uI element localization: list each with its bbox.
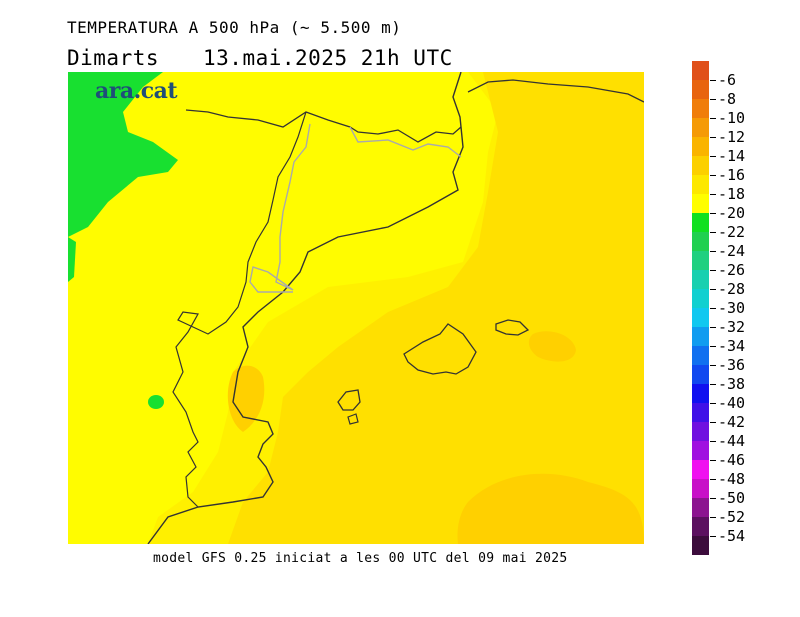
color-scale-label: -30 <box>710 300 745 316</box>
field-green-small <box>68 237 76 282</box>
field-patch-orange-se <box>457 473 644 544</box>
color-scale-swatch <box>692 80 709 99</box>
color-scale-swatch <box>692 517 709 536</box>
color-scale-swatch <box>692 403 709 422</box>
color-scale-swatch <box>692 270 709 289</box>
color-scale-swatch <box>692 194 709 213</box>
color-scale-swatch <box>692 175 709 194</box>
color-scale-label: -16 <box>710 167 745 183</box>
field-zone-orange-yellow <box>228 72 644 544</box>
color-scale-swatch <box>692 232 709 251</box>
color-scale-label: -28 <box>710 281 745 297</box>
color-scale-swatch <box>692 479 709 498</box>
color-scale-swatch <box>692 61 709 80</box>
forecast-datetime: Dimarts 13.mai.2025 21h UTC <box>67 46 453 70</box>
color-scale-label: -10 <box>710 110 745 126</box>
island-menorca <box>495 319 530 336</box>
ara-cat-logo: ara.cat <box>95 78 178 104</box>
color-scale-label: -24 <box>710 243 745 259</box>
field-patch-orange <box>528 331 576 362</box>
color-scale-swatch <box>692 118 709 137</box>
color-scale-swatch <box>692 99 709 118</box>
color-scale-label: -18 <box>710 186 745 202</box>
color-scale-swatch <box>692 536 709 555</box>
color-scale-label: -6 <box>710 72 736 88</box>
color-scale-swatch <box>692 308 709 327</box>
island-ibiza <box>337 389 361 411</box>
color-scale-label: -52 <box>710 509 745 525</box>
color-scale-label: -26 <box>710 262 745 278</box>
color-scale <box>692 61 709 555</box>
color-scale-label: -44 <box>710 433 745 449</box>
color-scale-swatch <box>692 289 709 308</box>
field-green-nw <box>68 72 178 237</box>
color-scale-label: -46 <box>710 452 745 468</box>
model-info: model GFS 0.25 iniciat a les 00 UTC del … <box>153 551 568 566</box>
color-scale-swatch <box>692 460 709 479</box>
color-scale-swatch <box>692 365 709 384</box>
color-scale-label: -48 <box>710 471 745 487</box>
field-green-spot <box>148 395 164 409</box>
color-scale-swatch <box>692 251 709 270</box>
field-zone-light <box>68 72 498 544</box>
color-scale-swatch <box>692 441 709 460</box>
forecast-time: 13.mai.2025 21h UTC <box>203 46 453 70</box>
temperature-map <box>68 72 644 544</box>
admin-border <box>249 123 462 293</box>
frontier-east <box>467 79 644 103</box>
color-scale-label: -34 <box>710 338 745 354</box>
color-scale-label: -12 <box>710 129 745 145</box>
coastline <box>147 72 464 544</box>
forecast-day: Dimarts <box>67 46 160 70</box>
color-scale-swatch <box>692 213 709 232</box>
color-scale-swatch <box>692 137 709 156</box>
color-scale-label: -50 <box>710 490 745 506</box>
color-scale-swatch <box>692 346 709 365</box>
color-scale-label: -14 <box>710 148 745 164</box>
color-scale-label: -54 <box>710 528 745 544</box>
color-scale-swatch <box>692 384 709 403</box>
color-scale-swatch <box>692 156 709 175</box>
color-scale-label: -42 <box>710 414 745 430</box>
color-scale-label: -32 <box>710 319 745 335</box>
color-scale-swatch <box>692 422 709 441</box>
color-scale-label: -22 <box>710 224 745 240</box>
frontier-west <box>172 111 307 508</box>
color-scale-label: -20 <box>710 205 745 221</box>
color-scale-swatch <box>692 327 709 346</box>
color-scale-swatch <box>692 498 709 517</box>
chart-title: TEMPERATURA A 500 hPa (~ 5.500 m) <box>67 18 402 37</box>
color-scale-label: -8 <box>710 91 736 107</box>
color-scale-label: -40 <box>710 395 745 411</box>
island-formentera <box>347 413 359 425</box>
color-scale-label: -38 <box>710 376 745 392</box>
color-scale-label: -36 <box>710 357 745 373</box>
island-mallorca <box>403 323 477 375</box>
